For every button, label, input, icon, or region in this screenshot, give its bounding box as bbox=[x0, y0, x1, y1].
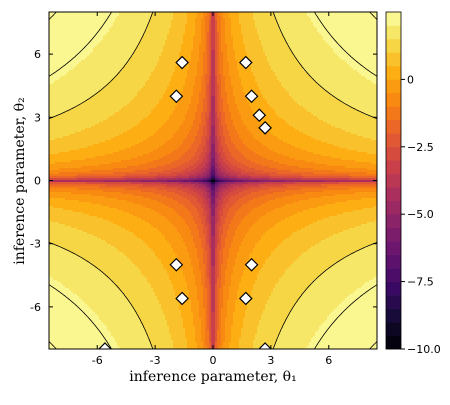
colorbar-tick-label: −5.0 bbox=[407, 208, 434, 221]
x-tick-label: 0 bbox=[210, 354, 217, 367]
colorbar-band bbox=[386, 93, 401, 107]
colorbar-band bbox=[386, 106, 401, 120]
y-axis-label: inference parameter, θ₂ bbox=[12, 97, 28, 264]
colorbar-band bbox=[386, 201, 401, 215]
colorbar-band bbox=[386, 336, 401, 350]
colorbar-band bbox=[386, 174, 401, 188]
colorbar-band bbox=[386, 241, 401, 255]
colorbar-tick-label: −7.5 bbox=[407, 276, 434, 289]
y-tick-label: 0 bbox=[34, 175, 41, 188]
colorbar-band bbox=[386, 66, 401, 80]
colorbar-band bbox=[386, 322, 401, 336]
x-tick-label: 3 bbox=[267, 354, 274, 367]
x-tick-label: 6 bbox=[325, 354, 332, 367]
x-axis-label: inference parameter, θ₁ bbox=[129, 369, 296, 385]
x-tick-label: -6 bbox=[92, 354, 103, 367]
y-tick-label: -6 bbox=[30, 301, 41, 314]
x-tick-label: -3 bbox=[150, 354, 161, 367]
colorbar-band bbox=[386, 147, 401, 161]
colorbar-band bbox=[386, 12, 401, 26]
colorbar: 0 −2.5 −5.0 −7.5 −10.0 bbox=[386, 12, 441, 356]
colorbar-band bbox=[386, 120, 401, 134]
colorbar-band bbox=[386, 52, 401, 66]
y-tick-label: -3 bbox=[30, 238, 41, 251]
colorbar-tick-label: −2.5 bbox=[407, 141, 434, 154]
contour-fill bbox=[39, 0, 386, 400]
colorbar-tick-label: −10.0 bbox=[407, 343, 441, 356]
colorbar-band bbox=[386, 187, 401, 201]
colorbar-band bbox=[386, 255, 401, 269]
y-tick-label: 3 bbox=[34, 111, 41, 124]
colorbar-band bbox=[386, 268, 401, 282]
colorbar-tick-label: 0 bbox=[407, 73, 414, 86]
colorbar-band bbox=[386, 295, 401, 309]
colorbar-band bbox=[386, 39, 401, 53]
colorbar-band bbox=[386, 214, 401, 228]
colorbar-band bbox=[386, 309, 401, 323]
colorbar-band bbox=[386, 25, 401, 39]
colorbar-band bbox=[386, 282, 401, 296]
colorbar-band bbox=[386, 160, 401, 174]
colorbar-band bbox=[386, 79, 401, 93]
colorbar-band bbox=[386, 228, 401, 242]
y-tick-label: 6 bbox=[34, 48, 41, 61]
colorbar-band bbox=[386, 133, 401, 147]
